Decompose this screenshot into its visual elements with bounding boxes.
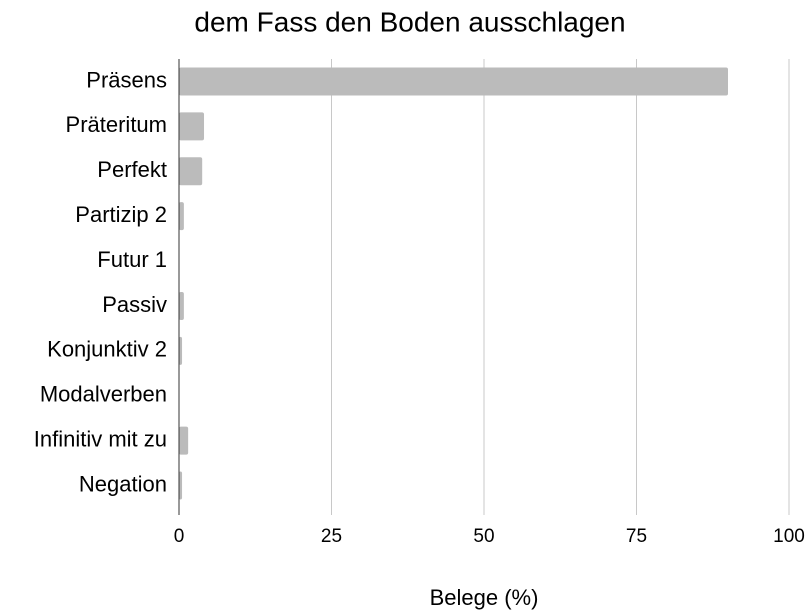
x-tick-label: 75 (626, 526, 647, 547)
bar (179, 157, 203, 186)
y-tick-label: Konjunktiv 2 (47, 337, 167, 362)
y-tick-label: Negation (79, 471, 167, 496)
y-tick-label: Modalverben (40, 382, 167, 407)
y-tick-label: Präsens (86, 67, 167, 92)
chart-title: dem Fass den Boden ausschlagen (194, 6, 625, 37)
bar (179, 336, 183, 365)
bar (179, 112, 205, 141)
y-tick-label: Partizip 2 (75, 202, 167, 227)
x-axis-label: Belege (%) (430, 585, 539, 610)
bar (179, 426, 189, 455)
y-tick-label: Perfekt (97, 157, 167, 182)
y-tick-label: Futur 1 (97, 247, 167, 272)
bar (179, 67, 728, 96)
x-tick-label: 100 (773, 526, 805, 547)
x-tick-label: 25 (321, 526, 342, 547)
bar (179, 471, 183, 500)
y-tick-label: Passiv (102, 292, 167, 317)
y-tick-label: Infinitiv mit zu (34, 426, 167, 451)
bar (179, 291, 184, 320)
x-tick-label: 50 (473, 526, 494, 547)
x-tick-label: 0 (174, 526, 185, 547)
y-tick-label: Präteritum (66, 112, 167, 137)
bar (179, 202, 184, 231)
